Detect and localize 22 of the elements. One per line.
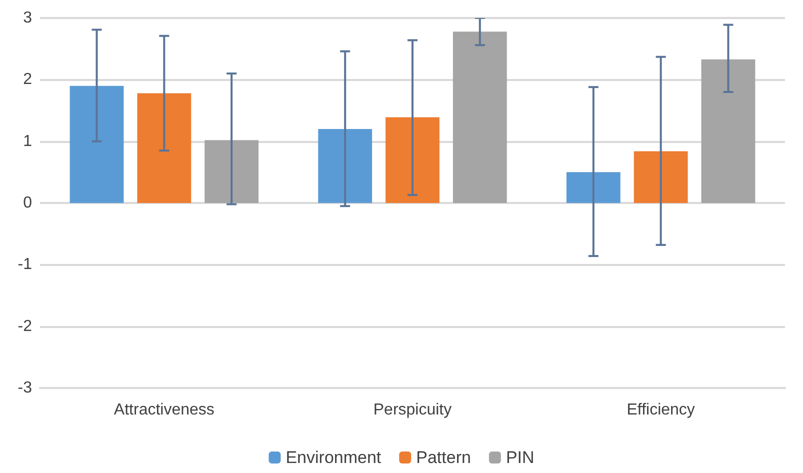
y-tick-label: 3 [23, 10, 32, 26]
bar [137, 93, 192, 203]
x-tick-label: Efficiency [626, 402, 695, 418]
bar [452, 32, 507, 203]
bar [386, 117, 440, 203]
x-tick-label: Perspicuity [373, 402, 452, 418]
bar [634, 151, 688, 203]
bar [204, 140, 259, 203]
y-tick-label: -1 [18, 256, 32, 274]
bar [566, 172, 620, 203]
bar [318, 129, 372, 203]
y-tick-label: 0 [23, 194, 32, 212]
x-tick-label: Attractiveness [114, 402, 214, 418]
legend-label: PIN [506, 448, 534, 467]
y-tick-label: 1 [23, 132, 32, 150]
bar [701, 59, 756, 203]
y-tick-label: -2 [18, 318, 32, 335]
bar [70, 86, 124, 203]
legend-label: Pattern [416, 448, 471, 467]
y-tick-label: 2 [23, 71, 32, 88]
y-tick-label: -3 [18, 380, 32, 396]
legend-label: Environment [286, 448, 382, 467]
